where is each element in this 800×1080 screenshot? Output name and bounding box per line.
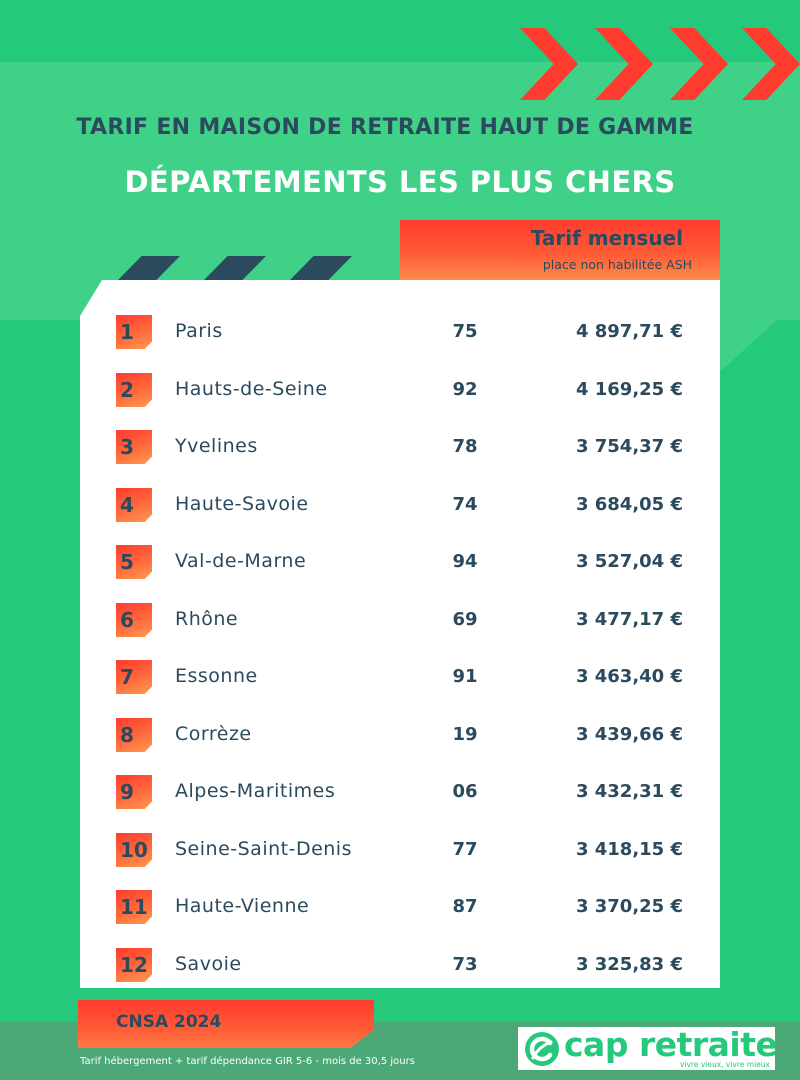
- chevron-right-icon: [670, 28, 728, 100]
- department-code: 19: [452, 724, 478, 745]
- department-code: 87: [452, 896, 478, 917]
- rank-badge: 7: [116, 660, 152, 694]
- department-name: Rhône: [175, 608, 239, 630]
- department-code: 69: [452, 609, 478, 630]
- monthly-price: 3 477,17 €: [575, 609, 683, 630]
- rank-badge: 9: [116, 775, 152, 809]
- chevron-right-icon: [595, 28, 653, 100]
- column-header-title: Tarif mensuel: [530, 226, 683, 250]
- brand-logo: cap retraite vivre vieux, vivre mieux: [518, 1025, 778, 1070]
- rank-badge: 3: [116, 430, 152, 464]
- monthly-price: 3 370,25 €: [575, 896, 683, 917]
- chevron-right-icon: [742, 28, 800, 100]
- department-name: Haute-Vienne: [175, 895, 310, 917]
- department-name: Paris: [175, 320, 223, 342]
- page-title: TARIF EN MAISON DE RETRAITE HAUT DE GAMM…: [76, 115, 694, 140]
- department-code: 73: [452, 954, 478, 975]
- source-label: CNSA 2024: [116, 1012, 222, 1032]
- page-subtitle: DÉPARTEMENTS LES PLUS CHERS: [124, 165, 676, 199]
- rank-badge: 5: [116, 545, 152, 579]
- department-code: 78: [452, 436, 478, 457]
- monthly-price: 3 684,05 €: [575, 494, 683, 515]
- table-row: 7 Essonne 91 3 463,40 €: [80, 657, 720, 697]
- table-row: 5 Val-de-Marne 94 3 527,04 €: [80, 542, 720, 582]
- table-row: 3 Yvelines 78 3 754,37 €: [80, 427, 720, 467]
- table-row: 2 Hauts-de-Seine 92 4 169,25 €: [80, 370, 720, 410]
- department-name: Corrèze: [175, 723, 252, 745]
- footnote: Tarif hébergement + tarif dépendance GIR…: [80, 1056, 415, 1067]
- department-name: Seine-Saint-Denis: [175, 838, 352, 860]
- rank-badge: 2: [116, 373, 152, 407]
- department-code: 91: [452, 666, 478, 687]
- table-row: 8 Corrèze 19 3 439,66 €: [80, 715, 720, 755]
- chevron-decoration: [0, 28, 800, 100]
- rank-badge: 1: [116, 315, 152, 349]
- monthly-price: 3 463,40 €: [575, 666, 683, 687]
- monthly-price: 3 754,37 €: [575, 436, 683, 457]
- rank-badge: 12: [116, 948, 152, 982]
- table-row: 6 Rhône 69 3 477,17 €: [80, 600, 720, 640]
- table-row: 9 Alpes-Maritimes 06 3 432,31 €: [80, 772, 720, 812]
- department-code: 94: [452, 551, 478, 572]
- chevron-right-icon: [520, 28, 578, 100]
- department-name: Savoie: [175, 953, 242, 975]
- department-name: Alpes-Maritimes: [175, 780, 336, 802]
- column-header: Tarif mensuel place non habilitée ASH: [400, 220, 720, 280]
- table-row: 11 Haute-Vienne 87 3 370,25 €: [80, 887, 720, 927]
- department-name: Essonne: [175, 665, 258, 687]
- monthly-price: 4 169,25 €: [575, 379, 683, 400]
- table-row: 10 Seine-Saint-Denis 77 3 418,15 €: [80, 830, 720, 870]
- department-name: Hauts-de-Seine: [175, 378, 328, 400]
- department-code: 74: [452, 494, 478, 515]
- monthly-price: 3 439,66 €: [575, 724, 683, 745]
- source-badge: CNSA 2024: [78, 1000, 374, 1048]
- department-name: Yvelines: [175, 435, 258, 457]
- table-row: 4 Haute-Savoie 74 3 684,05 €: [80, 485, 720, 525]
- monthly-price: 3 418,15 €: [575, 839, 683, 860]
- logo-name: cap retraite: [564, 1025, 778, 1064]
- rank-badge: 10: [116, 833, 152, 867]
- department-code: 92: [452, 379, 478, 400]
- ranking-table: [80, 280, 720, 988]
- rank-badge: 4: [116, 488, 152, 522]
- monthly-price: 4 897,71 €: [575, 321, 683, 342]
- rank-badge: 8: [116, 718, 152, 752]
- department-code: 77: [452, 839, 478, 860]
- monthly-price: 3 432,31 €: [575, 781, 683, 802]
- table-row: 12 Savoie 73 3 325,83 €: [80, 945, 720, 985]
- department-code: 06: [452, 781, 478, 802]
- rank-badge: 11: [116, 890, 152, 924]
- department-code: 75: [452, 321, 478, 342]
- department-name: Haute-Savoie: [175, 493, 309, 515]
- cap-retraite-logo-icon: [525, 1032, 559, 1066]
- department-name: Val-de-Marne: [175, 550, 307, 572]
- monthly-price: 3 527,04 €: [575, 551, 683, 572]
- table-row: 1 Paris 75 4 897,71 €: [80, 312, 720, 352]
- logo-tagline: vivre vieux, vivre mieux: [679, 1060, 770, 1069]
- monthly-price: 3 325,83 €: [575, 954, 683, 975]
- column-header-subtitle: place non habilitée ASH: [542, 257, 692, 272]
- rank-badge: 6: [116, 603, 152, 637]
